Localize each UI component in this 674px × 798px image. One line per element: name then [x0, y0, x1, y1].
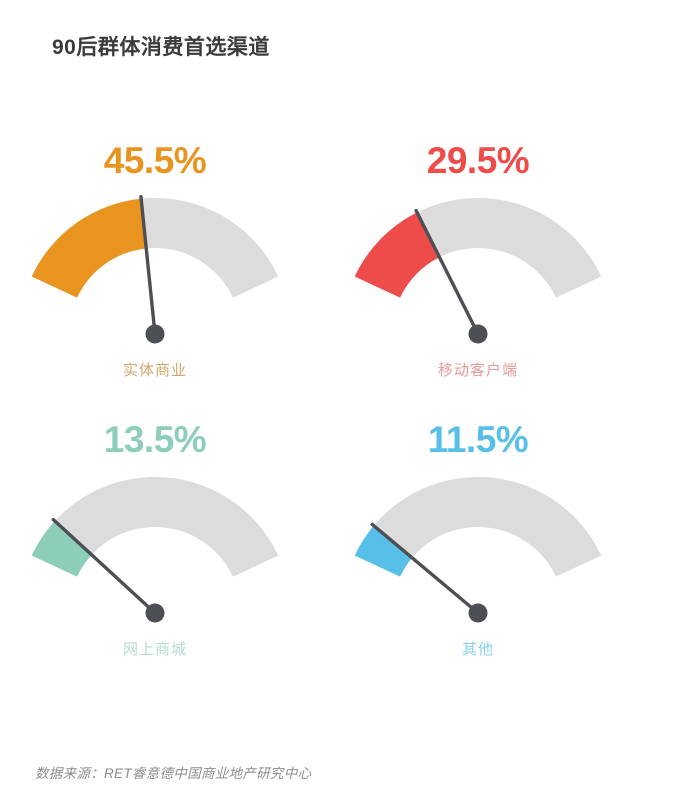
- gauge-card-3: 11.5% 其他: [323, 399, 660, 678]
- gauge-needle: [139, 195, 157, 336]
- gauge-pivot-hub: [468, 603, 488, 623]
- gauge-label-2: 网上商城: [122, 641, 187, 658]
- gauge-value-3: 11.5%: [427, 419, 529, 460]
- gauge-card-1: 29.5% 移动客户端: [323, 120, 660, 399]
- gauge-fill: [31, 198, 147, 298]
- gauge-track: [31, 477, 279, 577]
- gauge-track: [354, 477, 602, 577]
- page-title: 90后群体消费首选渠道: [52, 36, 270, 59]
- gauge-label-0: 实体商业: [122, 362, 187, 379]
- gauge-pivot-hub: [145, 324, 165, 344]
- gauge-dial-3: [354, 477, 602, 623]
- gauge-fill: [354, 212, 440, 298]
- gauge-fill: [354, 525, 413, 577]
- gauge-card-2: 13.5% 网上商城: [0, 399, 337, 678]
- gauge-label-1: 移动客户端: [437, 362, 518, 379]
- gauge-value-2: 13.5%: [103, 419, 207, 460]
- gauge-needle: [414, 208, 480, 336]
- gauge-fill: [31, 521, 92, 577]
- gauge-label-3: 其他: [461, 641, 494, 658]
- gauge-needle: [370, 522, 480, 615]
- gauge-pivot-hub: [145, 603, 165, 623]
- gauge-card-0: 45.5% 实体商业: [0, 120, 337, 399]
- gauge-dial-1: [354, 197, 602, 344]
- gauge-grid: 45.5% 实体商业 29.5% 移动客户端 13.5% 网上商城 11.5% …: [0, 120, 674, 720]
- gauge-dial-2: [31, 477, 279, 623]
- data-source-note: 数据来源：RET睿意德中国商业地产研究中心: [35, 766, 312, 781]
- gauge-pivot-hub: [468, 324, 488, 344]
- gauge-value-1: 29.5%: [426, 140, 530, 181]
- gauge-value-0: 45.5%: [103, 140, 207, 181]
- gauge-dial-0: [31, 195, 279, 344]
- gauge-needle: [51, 517, 157, 615]
